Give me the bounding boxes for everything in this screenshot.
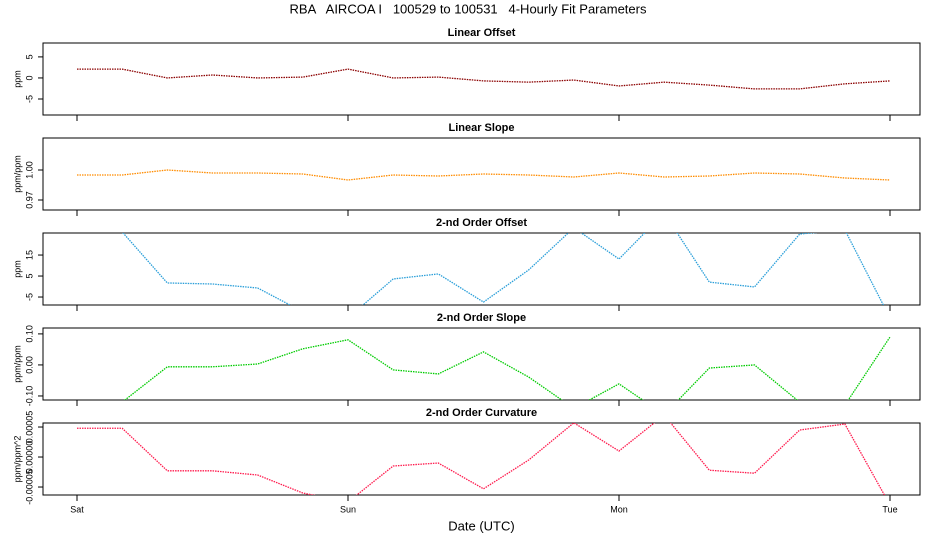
y-tick-label: 5 <box>24 274 34 279</box>
x-axis-label: Date (UTC) <box>448 518 514 533</box>
panel-title: 2-nd Order Slope <box>437 312 526 324</box>
panel-title: Linear Slope <box>448 122 514 134</box>
x-tick-label: Tue <box>882 504 897 514</box>
y-tick-label: -5 <box>24 293 34 301</box>
plot-frame <box>42 42 921 116</box>
plot-frame <box>42 232 921 306</box>
y-tick-label: 0 <box>24 75 34 80</box>
y-tick-label: 0.00 <box>24 356 34 374</box>
data-line <box>123 336 891 400</box>
x-tick-label: Sun <box>340 504 356 514</box>
panel-title: 2-nd Order Curvature <box>426 407 537 419</box>
y-axis-label: ppm <box>12 70 22 88</box>
data-line <box>77 423 886 495</box>
y-tick-label: 1.00 <box>24 161 34 179</box>
data-line <box>122 233 885 305</box>
y-axis-label: ppm/ppm <box>12 155 22 193</box>
y-axis-label: ppm <box>12 260 22 278</box>
data-line <box>77 68 891 90</box>
y-tick-label: 15 <box>24 250 34 260</box>
panel-title: 2-nd Order Offset <box>436 217 527 229</box>
data-line <box>77 169 891 181</box>
y-tick-label: -0.00005 <box>24 469 34 505</box>
y-tick-label: 5 <box>24 54 34 59</box>
figure-title: RBA AIRCOA I 100529 to 100531 4-Hourly F… <box>290 1 647 16</box>
y-tick-label: 0.00005 <box>24 411 34 444</box>
y-tick-label: -0.10 <box>24 386 34 407</box>
plot-frame <box>42 422 921 496</box>
panel-title: Linear Offset <box>448 27 516 39</box>
y-tick-label: 0.00000 <box>24 441 34 474</box>
x-tick-label: Mon <box>610 504 628 514</box>
plot-frame <box>42 137 921 211</box>
y-tick-label: 0.97 <box>24 191 34 209</box>
y-axis-label: ppm/ppm^2 <box>12 436 22 483</box>
plot-frame <box>42 327 921 401</box>
y-tick-label: 0.10 <box>24 325 34 343</box>
x-tick-label: Sat <box>70 504 84 514</box>
y-tick-label: -5 <box>24 95 34 103</box>
y-axis-label: ppm/ppm <box>12 345 22 383</box>
